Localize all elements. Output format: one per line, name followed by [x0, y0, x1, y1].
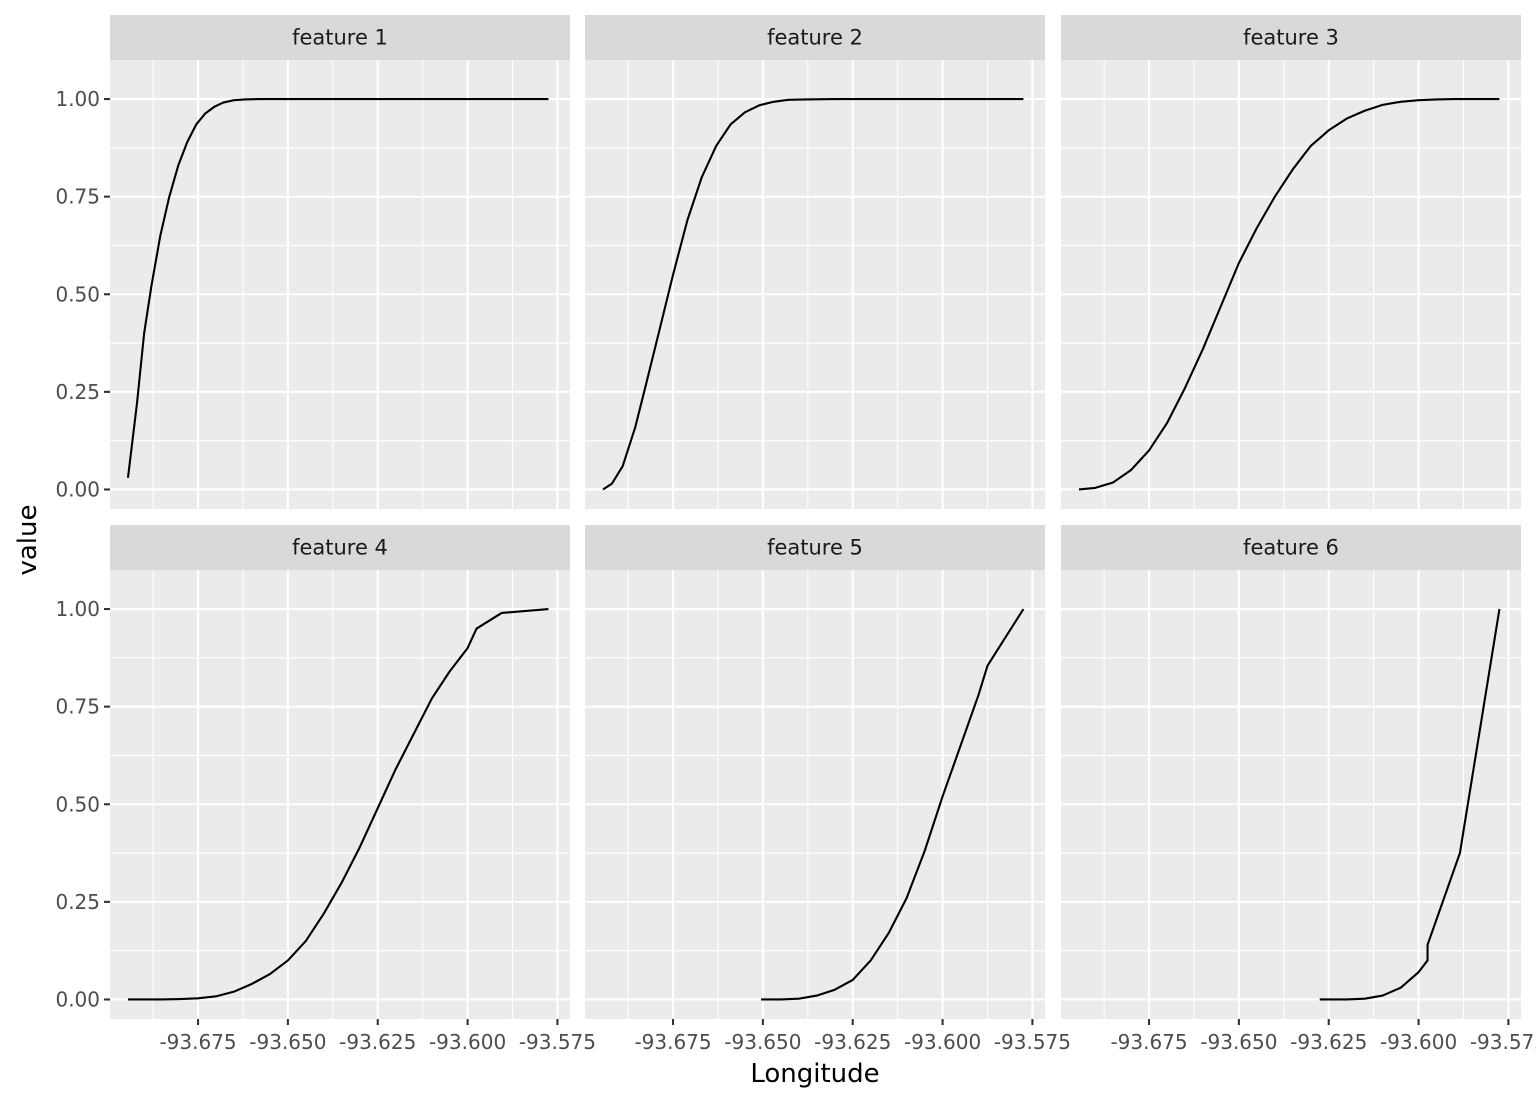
facet-strip-label: feature 5 [767, 536, 863, 560]
y-tick-label: 0.75 [55, 695, 100, 719]
series-line [1078, 97, 1500, 491]
x-tick-label: -93.575 [1470, 1030, 1536, 1054]
y-tick-label: 0.25 [55, 890, 100, 914]
facet-panel-2: feature 2 [585, 15, 1045, 509]
y-tick-label: 0.00 [55, 477, 100, 501]
facet-strip-label: feature 4 [292, 536, 388, 560]
facet-panel-1: feature 1 [110, 15, 570, 509]
x-tick-label: -93.650 [724, 1030, 801, 1054]
panel-background [1061, 60, 1521, 509]
y-tick-label: 1.00 [55, 87, 100, 111]
facet-strip [110, 15, 570, 60]
x-tick-label: -93.625 [1290, 1030, 1367, 1054]
x-tick-label: -93.650 [249, 1030, 326, 1054]
series-line [126, 97, 549, 478]
panel-background [110, 570, 570, 1019]
y-tick-label: 0.50 [55, 282, 100, 306]
facet-panel-4: feature 4 [110, 525, 570, 1019]
axes: 0.00 0.25 0.50 0.75 1.00 0.00 0.25 0.50 0.75 1.00… [55, 87, 1536, 1054]
series-line [761, 608, 1025, 1001]
facet-panel-5: feature 5 [585, 525, 1045, 1019]
facet-panels: feature 1 feature 2 feature 3 feature 4 feat… [110, 15, 1521, 1019]
y-tick-label: 0.25 [55, 380, 100, 404]
y-tick-label: 0.00 [55, 987, 100, 1011]
facet-strip [585, 15, 1045, 60]
x-axis-title: Longitude [750, 1059, 879, 1089]
facet-panel-3: feature 3 [1061, 15, 1521, 509]
x-tick-label: -93.600 [429, 1030, 506, 1054]
y-tick-label: 0.75 [55, 185, 100, 209]
facet-strip [585, 525, 1045, 570]
series-line [1319, 608, 1501, 1001]
series-line [127, 607, 549, 1001]
y-tick-label: 0.50 [55, 792, 100, 816]
x-tick-label: -93.600 [1380, 1030, 1457, 1054]
x-tick-label: -93.625 [339, 1030, 416, 1054]
x-tick-label: -93.675 [634, 1030, 711, 1054]
x-tick-label: -93.675 [1110, 1030, 1187, 1054]
facet-strip [1061, 525, 1521, 570]
y-axis-title: value [13, 504, 43, 575]
facet-strip-label: feature 1 [292, 26, 388, 50]
panel-background [1061, 570, 1521, 1019]
panel-background [585, 570, 1045, 1019]
x-tick-label: -93.600 [904, 1030, 981, 1054]
facet-strip-label: feature 2 [767, 26, 863, 50]
facet-strip [110, 525, 570, 570]
x-tick-label: -93.575 [519, 1030, 596, 1054]
panel-background [110, 60, 570, 509]
x-tick-label: -93.575 [994, 1030, 1071, 1054]
x-tick-label: -93.625 [814, 1030, 891, 1054]
panel-background [585, 60, 1045, 509]
series-line [602, 97, 1024, 491]
facet-panel-6: feature 6 [1061, 525, 1521, 1019]
facet-strip [1061, 15, 1521, 60]
y-tick-label: 1.00 [55, 597, 100, 621]
facet-strip-label: feature 6 [1243, 536, 1339, 560]
x-tick-label: -93.675 [159, 1030, 236, 1054]
facet-strip-label: feature 3 [1243, 26, 1339, 50]
x-tick-label: -93.650 [1200, 1030, 1277, 1054]
